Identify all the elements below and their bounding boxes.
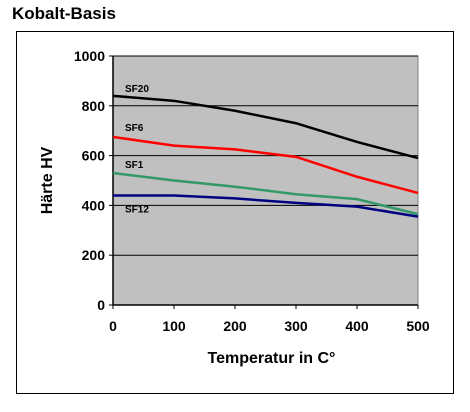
x-tick-label: 300: [284, 318, 308, 334]
y-tick-label: 200: [82, 247, 106, 263]
page-title: Kobalt-Basis: [12, 4, 116, 23]
series-line-sf6: [112, 135, 419, 195]
y-tick-label: 400: [82, 197, 106, 213]
chart-frame: [16, 31, 454, 394]
series-label-sf20: SF20: [125, 84, 149, 95]
x-axis-title: Temperatur in C°: [208, 350, 336, 367]
series-line-sf1: [112, 171, 419, 216]
x-tick-label: 100: [162, 318, 186, 334]
x-tick-label: 200: [223, 318, 247, 334]
y-tick-label: 800: [82, 98, 106, 114]
y-tick-label: 600: [82, 148, 106, 164]
series-label-sf6: SF6: [125, 123, 144, 134]
x-tick-label: 500: [406, 318, 430, 334]
y-tick-label: 0: [97, 297, 105, 313]
x-tick-label: 400: [345, 318, 369, 334]
y-axis-title: Härte HV: [39, 146, 56, 214]
series-label-sf12: SF12: [125, 204, 149, 215]
x-tick-label: 0: [109, 318, 117, 334]
series-line-sf12: [113, 194, 419, 218]
y-tick-label: 1000: [74, 48, 105, 64]
series-label-sf1: SF1: [125, 160, 144, 171]
series-line-sf20: [112, 94, 419, 160]
